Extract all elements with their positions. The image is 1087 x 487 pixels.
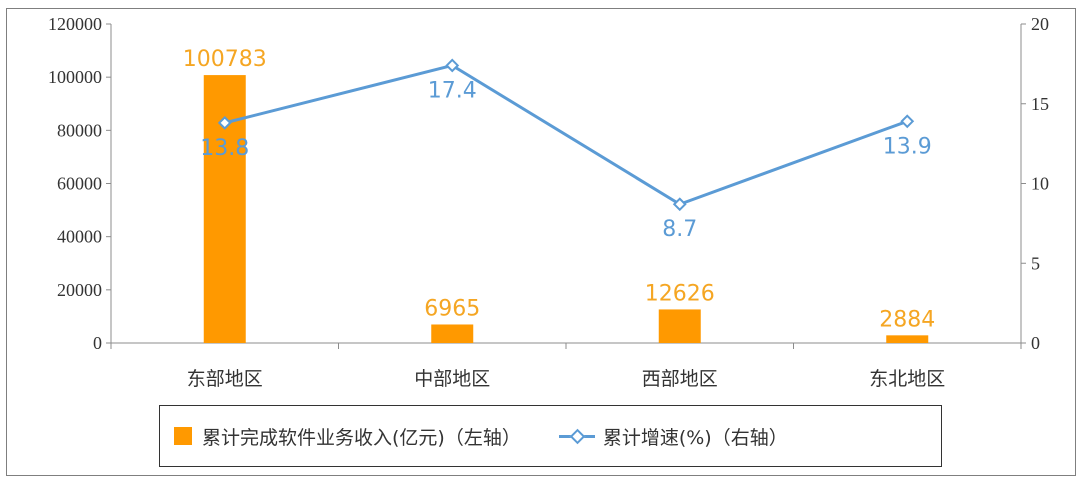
line-data-label: 13.8 (200, 136, 249, 161)
legend-bar-label: 累计完成软件业务收入(亿元)（左轴） (202, 426, 521, 449)
line-marker (217, 115, 232, 130)
left-tick-label: 40000 (57, 227, 102, 247)
legend-item-bar: 累计完成软件业务收入(亿元)（左轴） (174, 423, 521, 450)
bar-data-label: 12626 (645, 281, 715, 306)
line-marker (672, 197, 687, 212)
bar-data-label: 2884 (879, 307, 935, 332)
left-tick-label: 60000 (57, 174, 102, 194)
legend-line-swatch (558, 427, 595, 445)
x-tick-label: 中部地区 (414, 368, 490, 390)
series-line (224, 63, 908, 206)
bar (886, 335, 929, 343)
bar-data-label: 6965 (424, 296, 480, 321)
chart-frame: 0 20000 40000 60000 80000 100000 120000 0 5 10 15 2… (6, 8, 1076, 476)
legend-bar-swatch (174, 427, 192, 445)
line-data-label: 17.4 (428, 78, 477, 103)
legend-item-line: 累计增速(%)（右轴） (558, 423, 788, 450)
left-tick-label: 120000 (48, 14, 102, 34)
bar (431, 324, 474, 343)
left-tick-label: 80000 (57, 120, 102, 140)
right-tick-label: 15 (1031, 94, 1049, 114)
line-data-label: 8.7 (662, 217, 697, 242)
right-tick-label: 20 (1031, 14, 1049, 34)
legend-line-label: 累计增速(%)（右轴） (602, 426, 788, 449)
bar (658, 309, 701, 343)
line-data-label: 13.9 (883, 134, 932, 159)
line-marker (445, 58, 460, 73)
x-tick-label: 西部地区 (642, 368, 718, 390)
legend: 累计完成软件业务收入(亿元)（左轴） 累计增速(%)（右轴） (159, 405, 942, 467)
bar (203, 75, 246, 343)
line-marker (900, 114, 915, 129)
right-tick-label: 0 (1031, 333, 1040, 353)
left-tick-label: 20000 (57, 280, 102, 300)
bar-data-label: 100783 (183, 47, 267, 72)
left-tick-label: 0 (93, 333, 102, 353)
right-tick-label: 10 (1031, 174, 1049, 194)
right-tick-label: 5 (1031, 253, 1040, 273)
left-tick-label: 100000 (48, 67, 102, 87)
x-tick-label: 东部地区 (187, 368, 263, 390)
x-tick-label: 东北地区 (869, 368, 945, 390)
combo-chart: 0 20000 40000 60000 80000 100000 120000 0 5 10 15 2… (48, 14, 1049, 390)
